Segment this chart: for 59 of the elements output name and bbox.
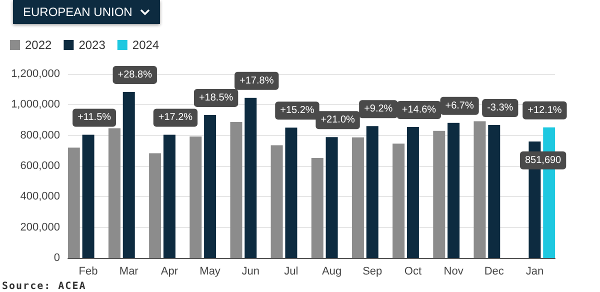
bar [474, 121, 486, 258]
bar [108, 128, 120, 258]
annotation: +28.8% [118, 69, 152, 80]
x-tick-label: Jun [242, 266, 260, 278]
x-tick-label: Sep [362, 266, 382, 278]
legend-label: 2024 [132, 38, 160, 52]
y-tick-label: 1,000,000 [11, 98, 60, 111]
bar [244, 98, 257, 258]
annotation: +12.1% [528, 104, 562, 116]
annotation: +14.6% [402, 104, 436, 116]
annotation: -3.3% [487, 102, 514, 114]
bar [311, 158, 324, 258]
bar [68, 148, 80, 258]
bar [352, 137, 364, 258]
bar [326, 137, 338, 258]
x-tick-label: Nov [444, 266, 464, 278]
x-tick-label: Feb [78, 266, 98, 278]
chart-title: EUROPEAN UNION [23, 4, 132, 21]
annotation: +21.0% [320, 114, 355, 126]
annotation: +15.2% [280, 105, 314, 116]
bar [230, 122, 242, 258]
bar [204, 114, 216, 258]
legend-label: 2023 [78, 38, 106, 52]
x-tick-label: Aug [322, 266, 342, 278]
bar [285, 128, 298, 258]
annotation: +11.5% [78, 112, 112, 124]
x-tick-label: Dec [484, 266, 504, 278]
y-tick-label: 800,000 [20, 129, 60, 142]
annotation: +17.8% [240, 75, 274, 86]
bar [406, 127, 419, 258]
bar [122, 92, 135, 258]
annotation: +9.2% [364, 104, 393, 115]
bar [488, 125, 500, 258]
bar [448, 122, 460, 258]
x-tick-label: Apr [160, 266, 178, 278]
bar [163, 134, 176, 258]
bar [433, 130, 446, 258]
bar [366, 126, 378, 258]
y-tick-label: 400,000 [20, 190, 60, 203]
x-tick-label: Jul [284, 266, 298, 278]
annotation: +6.7% [445, 100, 474, 112]
bar [190, 136, 202, 258]
x-tick-label: Jan [526, 266, 544, 278]
bar [392, 144, 405, 258]
x-tick-label: Oct [404, 266, 422, 278]
x-tick-label: May [200, 266, 221, 278]
bar [149, 153, 162, 258]
y-tick-label: 600,000 [20, 160, 60, 172]
data-label: 851,690 [524, 154, 562, 166]
y-tick-label: 0 [54, 252, 60, 264]
x-tick-label: Mar [119, 266, 139, 278]
legend-label: 2022 [25, 38, 52, 52]
y-tick-label: 1,200,000 [11, 68, 60, 80]
source-note: Source: ACEA [2, 281, 86, 292]
bar [270, 145, 283, 258]
annotation: +17.2% [158, 112, 193, 124]
y-tick-label: 200,000 [20, 221, 60, 234]
bar [82, 134, 94, 258]
annotation: +18.5% [198, 92, 234, 104]
